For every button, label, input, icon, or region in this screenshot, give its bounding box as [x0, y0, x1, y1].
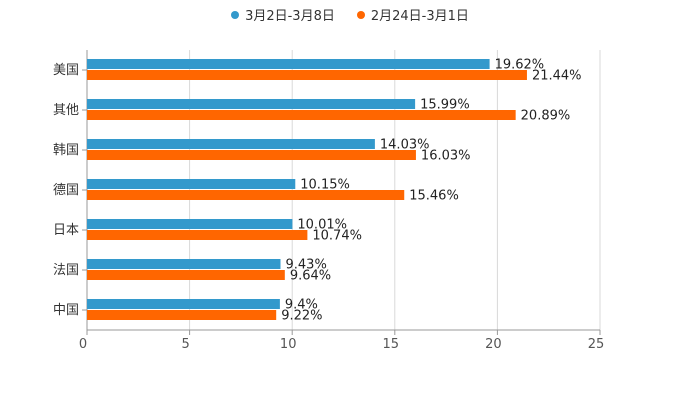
data-label-series-1: 15.99% — [420, 98, 470, 113]
x-tick-label: 0 — [79, 337, 87, 352]
category-label: 德国 — [53, 183, 79, 198]
legend-label-series-1: 3月2日-3月8日 — [245, 9, 335, 24]
data-label-series-1: 10.15% — [300, 178, 350, 193]
bar-series-1[interactable] — [87, 299, 280, 309]
data-label-series-2: 21.44% — [532, 69, 582, 84]
data-label-series-2: 9.64% — [290, 269, 331, 284]
data-label-series-1: 10.01% — [297, 218, 347, 233]
bar-series-2[interactable] — [87, 230, 308, 240]
category-label: 中国 — [53, 303, 79, 318]
bar-series-2[interactable] — [87, 270, 285, 280]
bar-series-1[interactable] — [87, 59, 490, 69]
x-tick-label: 25 — [588, 337, 605, 352]
x-tick-label: 10 — [280, 337, 297, 352]
legend: 3月2日-3月8日 2月24日-3月1日 — [0, 5, 700, 24]
bar-series-1[interactable] — [87, 139, 375, 149]
bar-series-1[interactable] — [87, 259, 281, 269]
data-label-series-2: 20.89% — [521, 109, 571, 124]
category-label: 法国 — [53, 263, 79, 278]
bar-series-2[interactable] — [87, 190, 405, 200]
x-tick-label: 20 — [485, 337, 502, 352]
data-label-series-1: 9.43% — [286, 258, 327, 273]
x-tick-label: 15 — [383, 337, 400, 352]
bar-series-2[interactable] — [87, 110, 516, 120]
bar-series-2[interactable] — [87, 70, 527, 80]
data-label-series-2: 15.46% — [409, 189, 459, 204]
data-label-series-1: 14.03% — [380, 138, 430, 153]
category-label: 日本 — [53, 223, 79, 238]
legend-label-series-2: 2月24日-3月1日 — [370, 9, 469, 24]
bar-series-2[interactable] — [87, 150, 416, 160]
x-tick-label: 5 — [181, 337, 189, 352]
category-label: 其他 — [53, 103, 79, 118]
bar-series-1[interactable] — [87, 179, 296, 189]
legend-item-series-1[interactable]: 3月2日-3月8日 — [231, 5, 335, 24]
data-label-series-1: 9.4% — [285, 298, 318, 313]
legend-item-series-2[interactable]: 2月24日-3月1日 — [356, 5, 469, 24]
bar-series-2[interactable] — [87, 310, 277, 320]
data-label-series-2: 9.22% — [281, 309, 322, 324]
category-label: 美国 — [53, 63, 79, 78]
legend-marker-series-1 — [231, 10, 240, 19]
bar-series-1[interactable] — [87, 99, 416, 109]
category-label: 韩国 — [53, 143, 79, 158]
data-label-series-1: 19.62% — [495, 58, 545, 73]
data-label-series-2: 10.74% — [312, 229, 362, 244]
bar-series-1[interactable] — [87, 219, 293, 229]
data-label-series-2: 16.03% — [421, 149, 471, 164]
legend-marker-series-2 — [356, 10, 365, 19]
